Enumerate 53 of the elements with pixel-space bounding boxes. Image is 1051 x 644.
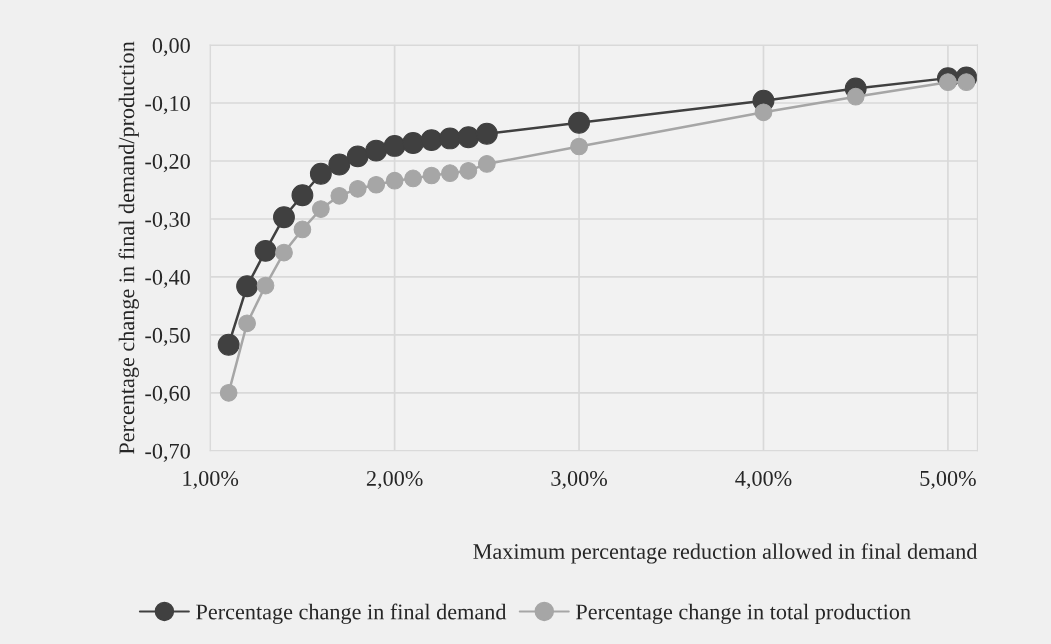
point (217, 333, 240, 356)
point (441, 164, 459, 183)
y-tick-label: -0,40 (145, 269, 190, 289)
point (254, 239, 277, 262)
point (275, 243, 293, 262)
y-tick-label: -0,50 (145, 327, 190, 347)
point (367, 175, 386, 194)
y-axis-title: Percentage change in final demand/production (118, 41, 139, 455)
y-tick-label: -0,10 (145, 95, 190, 115)
point (477, 155, 496, 173)
x-axis-title: Maximum percentage reduction allowed in final demand (473, 543, 978, 564)
point (846, 87, 865, 106)
y-tick-label: -0,30 (145, 211, 190, 231)
point (957, 73, 976, 92)
point (439, 127, 461, 150)
point (348, 179, 367, 198)
x-tick-label: 2,00% (366, 470, 423, 490)
point (365, 139, 388, 162)
x-tick-label: 1,00% (183, 470, 239, 490)
point (385, 171, 404, 190)
y-tick-label: -0,60 (145, 385, 190, 404)
point (754, 103, 773, 122)
point (238, 314, 256, 333)
point (330, 186, 349, 205)
point (404, 169, 422, 188)
legend-label: Percentage change in total production (576, 603, 911, 624)
point (293, 220, 312, 239)
point (219, 383, 238, 402)
point (475, 122, 498, 145)
point (459, 162, 478, 180)
x-tick-label: 5,00% (920, 470, 976, 490)
x-tick-label: 4,00% (735, 470, 792, 490)
point (309, 162, 332, 185)
point (291, 184, 314, 207)
point (422, 166, 441, 185)
point (570, 137, 588, 156)
point (312, 200, 330, 218)
point (457, 126, 480, 149)
point (939, 73, 957, 92)
legend-label: Percentage change in final demand (196, 603, 507, 624)
y-tick-label: -0,20 (145, 153, 190, 173)
point (420, 129, 443, 152)
point (346, 145, 369, 168)
y-tick-label: -0,70 (145, 443, 190, 462)
point (402, 132, 425, 154)
point (273, 206, 295, 229)
x-tick-label: 3,00% (551, 470, 607, 490)
point (236, 275, 259, 298)
point (383, 134, 406, 157)
point (256, 276, 275, 295)
point (328, 153, 351, 176)
point (568, 111, 590, 134)
y-tick-label: 0,00 (152, 38, 190, 57)
